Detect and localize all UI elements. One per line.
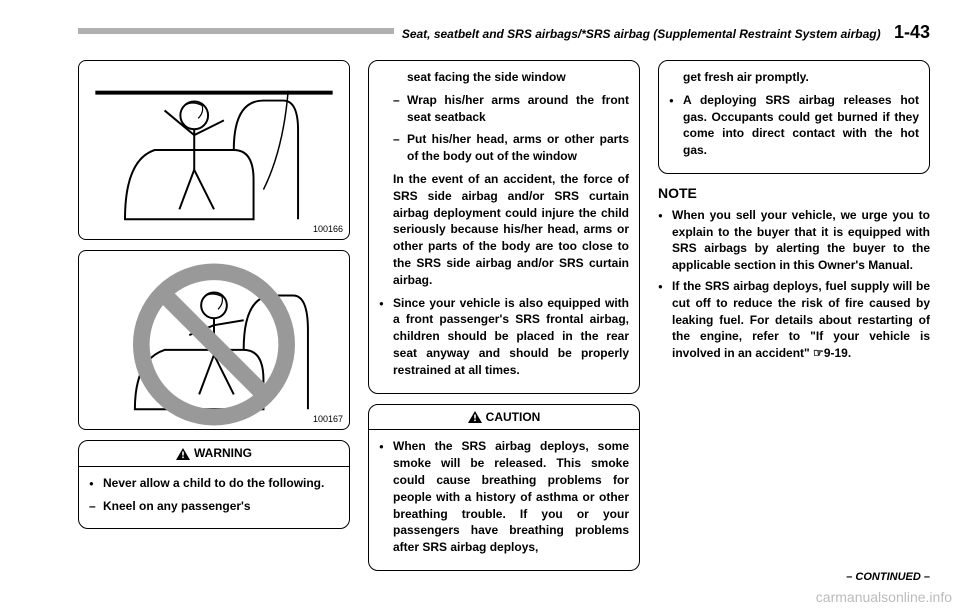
col2-line1: seat facing the side window xyxy=(379,69,629,86)
col2-bullet2: Since your vehicle is also equipped with… xyxy=(379,295,629,379)
col2-para1: In the event of an accident, the force o… xyxy=(379,171,629,289)
warning-box: WARNING Never allow a child to do the fo… xyxy=(78,440,350,529)
column-2: seat facing the side window Wrap his/her… xyxy=(368,60,640,571)
figure-1-illustration xyxy=(79,61,349,239)
warning-label-row: WARNING xyxy=(79,441,349,467)
col3-bullet1: A deploying SRS airbag releases hot gas.… xyxy=(669,92,919,159)
page-number: 1-43 xyxy=(894,22,930,42)
col3-line1: get fresh air promptly. xyxy=(669,69,919,86)
caution-box: CAUTION When the SRS airbag deploys, som… xyxy=(368,404,640,571)
warning-list: Never allow a child to do the following. xyxy=(89,475,339,492)
warning-triangle-icon xyxy=(176,448,190,460)
warning-bullet-1: Never allow a child to do the following. xyxy=(89,475,339,492)
figure-1-id: 100166 xyxy=(313,223,343,235)
col2-sub1: Wrap his/her arms around the front seat … xyxy=(393,92,629,126)
caution-triangle-icon xyxy=(468,411,482,423)
warning-sub-1: Kneel on any passenger's xyxy=(89,498,339,515)
figure-1: 100166 xyxy=(78,60,350,240)
warning-label: WARNING xyxy=(194,446,252,460)
caution-label: CAUTION xyxy=(486,410,541,424)
caution-bullet-1: When the SRS airbag deploys, some smoke … xyxy=(379,438,629,556)
note-bullet-2: If the SRS airbag deploys, fuel supply w… xyxy=(658,278,930,362)
section-title: Seat, seatbelt and SRS airbags/*SRS airb… xyxy=(402,27,881,41)
col2-list: Since your vehicle is also equipped with… xyxy=(379,295,629,379)
header-title-container: Seat, seatbelt and SRS airbags/*SRS airb… xyxy=(394,22,930,43)
continued-footer: – CONTINUED – xyxy=(846,571,930,583)
col3-continuation-box: get fresh air promptly. A deploying SRS … xyxy=(658,60,930,174)
col2-sub2: Put his/her head, arms or other parts of… xyxy=(393,131,629,165)
caution-label-row: CAUTION xyxy=(369,405,639,431)
note-list: When you sell your vehicle, we urge you … xyxy=(658,207,930,362)
content-columns: 100166 100167 WARNING xyxy=(78,60,930,571)
column-1: 100166 100167 WARNING xyxy=(78,60,350,571)
column-3: get fresh air promptly. A deploying SRS … xyxy=(658,60,930,571)
figure-2: 100167 xyxy=(78,250,350,430)
col3-list: A deploying SRS airbag releases hot gas.… xyxy=(669,92,919,159)
watermark: carmanualsonline.info xyxy=(816,589,952,605)
figure-2-illustration xyxy=(79,251,349,429)
note-bullet-1: When you sell your vehicle, we urge you … xyxy=(658,207,930,274)
figure-2-id: 100167 xyxy=(313,413,343,425)
col2-continuation-box: seat facing the side window Wrap his/her… xyxy=(368,60,640,394)
note-heading: NOTE xyxy=(658,184,930,203)
caution-list: When the SRS airbag deploys, some smoke … xyxy=(379,438,629,556)
